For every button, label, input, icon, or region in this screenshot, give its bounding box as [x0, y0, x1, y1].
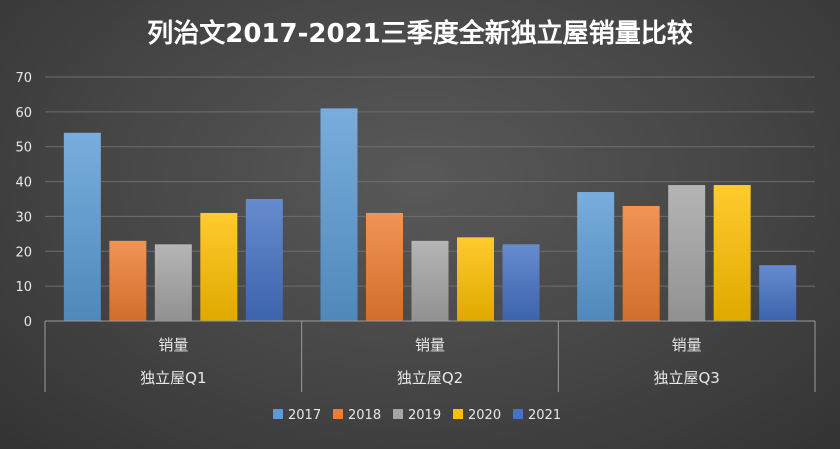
legend-label-2021: 2021: [528, 408, 561, 423]
legend-swatch-2019: [393, 409, 403, 419]
bar-2021-独立屋Q1: [245, 199, 283, 321]
y-tick-label: 50: [15, 141, 32, 156]
bar-2019-独立屋Q2: [411, 240, 449, 321]
legend-label-2020: 2020: [468, 408, 501, 423]
bar-2019-独立屋Q1: [154, 244, 192, 321]
y-tick-label: 70: [15, 71, 32, 86]
bar-2018-独立屋Q3: [622, 205, 660, 321]
y-tick-label: 30: [15, 210, 32, 225]
x-category-label: 独立屋Q2: [397, 369, 463, 387]
bar-2017-独立屋Q2: [320, 108, 358, 321]
x-measure-label: 销量: [158, 336, 188, 354]
bar-2020-独立屋Q2: [457, 237, 494, 321]
legend-label-2017: 2017: [288, 408, 321, 423]
x-measure-label: 销量: [672, 336, 702, 354]
bar-2021-独立屋Q2: [502, 244, 540, 321]
x-category-label: 独立屋Q1: [140, 369, 206, 387]
bar-2020-独立屋Q3: [713, 185, 751, 321]
x-category-label: 独立屋Q3: [653, 369, 719, 387]
bar-2018-独立屋Q2: [366, 212, 403, 321]
y-tick-label: 20: [15, 245, 32, 260]
bar-2021-独立屋Q3: [759, 265, 797, 321]
y-axis: 0 10 20 30 40 50 60 70: [15, 71, 32, 330]
y-tick-label: 60: [15, 106, 32, 121]
legend-swatch-2017: [273, 409, 283, 419]
y-tick-label: 40: [15, 176, 32, 191]
bar-2020-独立屋Q1: [200, 212, 238, 321]
legend-swatch-2021: [513, 409, 523, 419]
bar-2018-独立屋Q1: [109, 240, 147, 321]
legend-label-2018: 2018: [348, 408, 381, 423]
x-measure-label: 销量: [415, 336, 445, 354]
legend-swatch-2020: [453, 409, 463, 419]
y-tick-label: 10: [15, 280, 32, 295]
legend-label-2019: 2019: [408, 408, 441, 423]
y-tick-label: 0: [24, 315, 32, 330]
bar-2017-独立屋Q3: [577, 192, 615, 321]
legend-swatch-2018: [333, 409, 343, 419]
bar-2019-独立屋Q3: [668, 185, 706, 321]
bar-2017-独立屋Q1: [63, 132, 101, 321]
chart-title: 列治文2017-2021三季度全新独立屋销量比较: [147, 18, 693, 49]
bars: [63, 108, 797, 321]
legend: 2017 2018 2019 2020 2021: [273, 408, 561, 423]
